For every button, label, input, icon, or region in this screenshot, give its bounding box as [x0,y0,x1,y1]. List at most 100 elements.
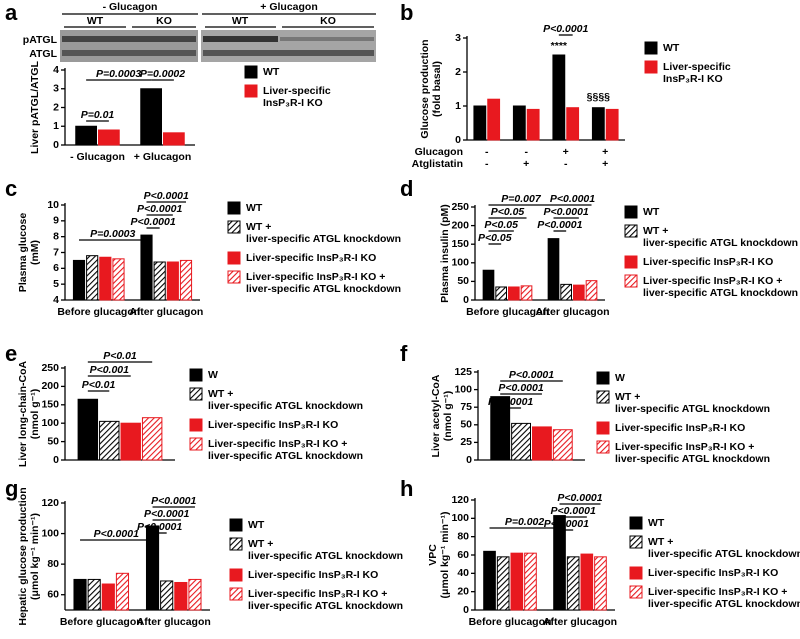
bar [495,286,508,301]
bar [72,259,86,301]
annotation: P<0.0001 [544,518,589,530]
legend-swatch [189,368,203,382]
y-tick-label: 125 [454,366,472,378]
legend-label: Liver-specific InsP₃R-I KO + liver-specif… [648,586,800,610]
annotation: P<0.0001 [537,219,582,231]
legend-swatch [624,274,638,288]
y-tick-label: 3 [455,32,461,44]
y-tick-label: 1 [53,120,59,132]
bar [153,261,166,301]
annotation: P<0.05 [491,206,525,218]
row-sign: + [523,158,529,170]
y-axis-label: VPC [427,544,439,566]
bar [510,552,524,611]
legend-swatch [596,440,610,454]
y-axis-label: Glucose production [419,39,431,138]
bar [115,572,130,611]
y-tick-label: 50 [47,435,59,447]
row-sign: + [563,146,569,158]
bar [487,98,501,141]
y-tick-label: 7 [53,246,59,258]
legend-label: WT [643,206,660,218]
blot-band [62,36,196,42]
y-tick-label: 0 [455,134,461,146]
legend-label: Liver-specific InsP₃R-I KO + liver-specif… [643,275,798,299]
blot-band [62,50,196,56]
bar [188,578,202,611]
bar [179,259,193,301]
legend-label: WT [246,202,263,214]
annotation: P<0.0001 [557,492,602,504]
y-tick-label: 200 [41,380,59,392]
legend-swatch [629,535,643,549]
bar [163,132,185,146]
panel-label: e [5,341,17,366]
bar [141,417,163,461]
legend-label: Liver-specific InsP₃R-I KO [208,419,338,431]
y-axis-label: (mM) [29,240,41,265]
bar [512,105,526,141]
annotation: P<0.01 [103,350,137,362]
bar [526,108,540,141]
legend-label: Liver-specific InsP₃R-I KO + liver-specif… [615,441,770,465]
y-tick-label: 75 [460,401,472,413]
bar [605,108,619,141]
y-tick-label: 250 [451,201,469,213]
bar [101,583,115,611]
western-blot: - Glucagon + Glucagon WT KO WT KO pATGL … [23,1,376,62]
bar [160,580,174,611]
y-tick-label: 120 [41,497,59,509]
legend-label: Liver-specific InsP₃R-I KO + liver-specif… [248,588,403,612]
annotation: P<0.0001 [498,382,543,394]
legend-label: Liver-specific InsP₃R-I KO [263,85,331,109]
y-tick-label: 100 [451,512,469,524]
annotation: P=0.0002 [140,68,185,80]
bar [566,107,580,141]
y-tick-label: 80 [47,558,59,570]
legend-swatch [229,568,243,582]
y-tick-label: 60 [457,549,469,561]
annotation: P<0.0001 [94,528,139,540]
y-tick-label: 9 [53,215,59,227]
y-tick-label: 250 [41,362,59,374]
x-tick-label: After glucagon [535,306,609,318]
x-tick-label: After glucagon [137,616,211,628]
y-tick-label: 20 [457,585,469,597]
x-tick-label: Before glucagon [466,306,549,318]
legend-swatch [189,418,203,432]
x-tick-label: - Glucagon [70,151,125,163]
panel-label: b [400,0,413,25]
y-tick-label: 60 [47,588,59,600]
annotation: P<0.01 [82,379,116,391]
y-tick-label: 150 [41,399,59,411]
bar [552,54,566,141]
bar [75,125,97,146]
bar [511,422,532,461]
y-tick-label: 4 [53,294,59,306]
annotation: P<0.05 [478,232,512,244]
y-tick-label: 40 [457,567,469,579]
annotation: P=0.002 [505,516,545,528]
bar [120,422,141,461]
row-sign: + [602,158,608,170]
y-tick-label: 80 [457,530,469,542]
annotation: §§§§ [587,91,611,103]
annotation: P<0.0001 [130,216,175,228]
bar [560,283,573,301]
bar [174,581,188,611]
annotation: P<0.0001 [550,193,595,205]
x-tick-label: Before glucagon [57,306,140,318]
y-tick-label: 25 [460,436,472,448]
bar [520,285,533,301]
blot-row-label: ATGL [29,48,57,60]
bar [482,269,495,301]
bar [591,107,605,141]
bar [566,556,580,611]
legend-label: W [615,372,625,384]
bar [594,556,607,611]
legend-label: Liver-specific InsP₃R-I KO + liver-specif… [246,271,401,295]
x-tick-label: Before glucagon [60,616,143,628]
annotation: P=0.0003 [96,68,141,80]
blot-lane: WT [232,15,249,27]
legend-swatch [624,205,638,219]
